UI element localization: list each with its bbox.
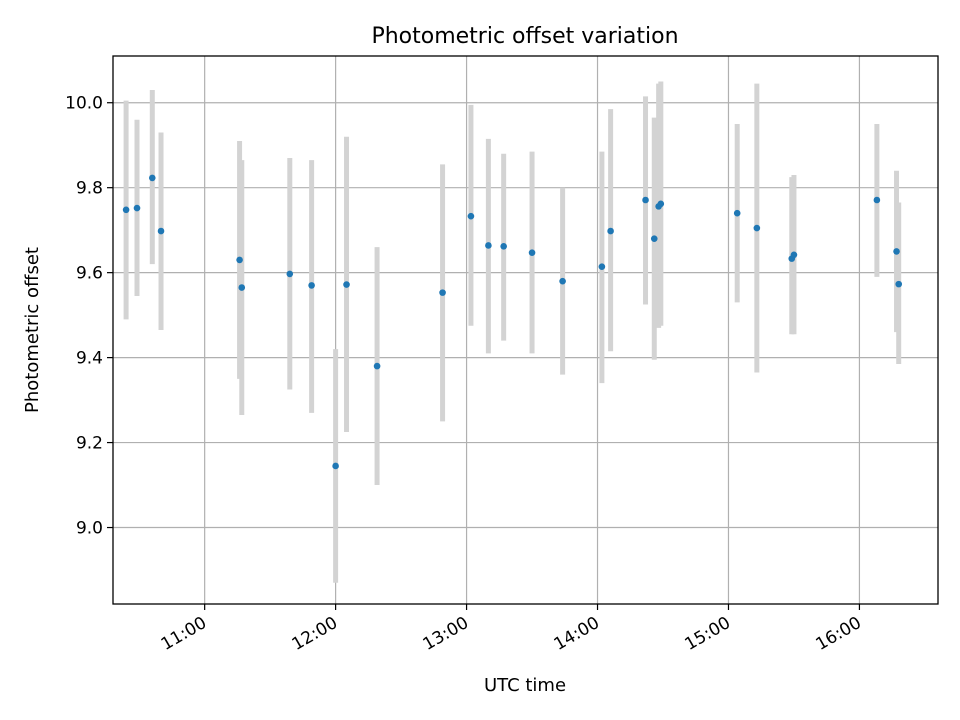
x-axis: 11:00 12:00 13:00 14:00 15:00 16:00 bbox=[158, 604, 865, 655]
y-tick-label: 9.0 bbox=[76, 519, 103, 539]
data-point bbox=[790, 251, 798, 259]
y-tick-label: 9.2 bbox=[76, 434, 103, 454]
x-tick-label: 13:00 bbox=[420, 613, 472, 655]
y-axis: 9.0 9.2 9.4 9.6 9.8 10.0 bbox=[65, 94, 113, 539]
data-point bbox=[598, 263, 606, 271]
data-point bbox=[895, 280, 903, 288]
data-point bbox=[467, 212, 475, 220]
data-point bbox=[238, 284, 246, 291]
data-point bbox=[528, 249, 536, 256]
y-tick-label: 9.4 bbox=[76, 349, 103, 369]
data-point bbox=[332, 462, 339, 470]
y-tick-label: 9.6 bbox=[76, 264, 103, 284]
data-point bbox=[133, 204, 141, 212]
y-axis-label: Photometric offset bbox=[22, 247, 43, 413]
data-point bbox=[657, 200, 665, 208]
x-axis-label: UTC time bbox=[484, 675, 566, 696]
data-point bbox=[343, 281, 350, 288]
data-point bbox=[559, 277, 566, 285]
errorbar-layer bbox=[123, 81, 902, 583]
x-tick-label: 12:00 bbox=[289, 613, 341, 655]
data-point bbox=[485, 242, 492, 249]
data-point bbox=[873, 196, 881, 204]
data-point bbox=[500, 243, 507, 250]
x-tick-label: 16:00 bbox=[812, 613, 864, 655]
data-point bbox=[373, 362, 381, 370]
x-tick-label: 11:00 bbox=[158, 613, 210, 655]
data-point bbox=[607, 227, 614, 235]
data-point bbox=[439, 289, 446, 296]
x-tick-label: 15:00 bbox=[682, 613, 734, 655]
data-point bbox=[308, 282, 315, 289]
grid-layer bbox=[113, 56, 938, 604]
data-point bbox=[122, 206, 130, 214]
plot-area-frame bbox=[112, 55, 939, 605]
data-point bbox=[236, 256, 243, 264]
y-tick-label: 9.8 bbox=[76, 179, 103, 199]
data-point bbox=[286, 270, 294, 278]
data-point bbox=[157, 227, 165, 235]
data-point bbox=[893, 248, 900, 255]
data-point bbox=[753, 224, 761, 232]
point-layer bbox=[122, 174, 903, 470]
x-tick-label: 14:00 bbox=[551, 613, 603, 655]
chart-title: Photometric offset variation bbox=[371, 24, 678, 49]
data-point bbox=[148, 174, 156, 182]
data-point bbox=[642, 196, 649, 204]
data-point bbox=[733, 209, 741, 217]
y-tick-label: 10.0 bbox=[65, 94, 103, 114]
data-point bbox=[650, 235, 658, 242]
